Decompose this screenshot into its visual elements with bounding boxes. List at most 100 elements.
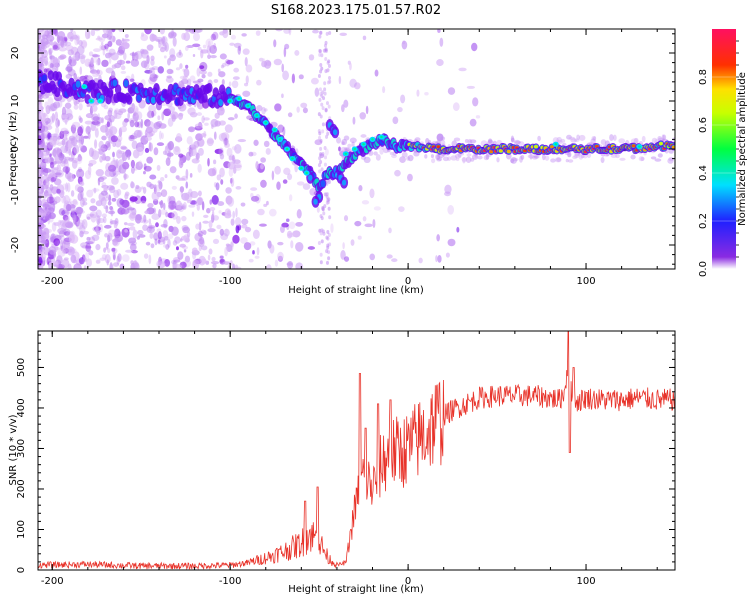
spectrogram-noise-blob (215, 182, 220, 191)
spectrogram-noise-blob (196, 112, 203, 116)
spectrogram-noise-blob (100, 45, 107, 51)
spectrogram-noise-blob (438, 156, 443, 162)
spectrogram-noise-blob (126, 207, 135, 211)
spectrogram-noise-blob (133, 129, 142, 138)
spectrogram-noise-blob (319, 62, 323, 67)
spectrogram-noise-blob (465, 156, 472, 164)
spectrogram-noise-blob (195, 223, 201, 230)
spectrogram-noise-blob (112, 240, 118, 246)
spectrogram-noise-blob (62, 166, 71, 173)
spectrogram-noise-blob (88, 159, 97, 165)
spectrogram-ridge-core (42, 74, 47, 82)
snr-series-line (38, 331, 675, 570)
spectrogram-noise-blob (108, 48, 116, 56)
spectrogram-noise-blob (38, 229, 43, 238)
spectrogram-noise-blob (76, 219, 85, 227)
spectrogram-noise-blob (178, 49, 182, 56)
spectrogram-noise-blob (228, 167, 234, 178)
spectrogram-noise-blob (281, 63, 285, 73)
spectrogram-noise-blob (171, 185, 177, 190)
spectrogram-noise-blob (70, 136, 78, 147)
spectrogram-noise-blob (319, 231, 323, 236)
spectrogram-noise-blob (518, 141, 525, 146)
spectrogram-noise-blob (80, 136, 85, 145)
spectrogram-noise-blob (57, 219, 62, 229)
spectrogram-noise-blob (73, 263, 82, 269)
spectrogram-noise-blob (38, 219, 43, 228)
spectrogram-noise-blob (105, 48, 109, 52)
spectrogram-noise-blob (154, 184, 162, 192)
spectrogram-noise-blob (41, 45, 47, 50)
spectrogram-noise-blob (157, 239, 161, 244)
spectrogram-noise-blob (180, 235, 189, 241)
spectrogram-noise-blob (76, 168, 85, 179)
spectrogram-noise-blob (157, 66, 164, 74)
snr-xtick-label: -100 (219, 576, 242, 587)
spectrogram-noise-blob (129, 243, 137, 252)
spectrogram-noise-blob (92, 54, 100, 58)
spectrogram-noise-blob (181, 215, 187, 222)
spectrogram-noise-blob (121, 152, 128, 162)
spectrogram-noise-blob (127, 112, 130, 120)
spectrogram-noise-blob (143, 165, 152, 172)
spectrogram-noise-blob (188, 204, 196, 208)
snr-panel: -200 -100 0 100 0 100 200 300 400 500 Height of s… (8, 330, 676, 595)
spectrogram-noise-blob (67, 49, 75, 56)
spectrogram-noise-blob (59, 219, 66, 224)
spectrogram-noise-blob (201, 201, 205, 211)
spectrogram-noise-blob (447, 156, 452, 162)
spectrogram-xlabel: Height of straight line (km) (288, 285, 424, 296)
spectrogram-noise-blob (527, 154, 535, 159)
spectrogram-noise-blob (150, 55, 155, 61)
spectrogram-highlight-center (554, 143, 558, 146)
spectrogram-noise-blob (130, 181, 135, 189)
spectrogram-noise-blob (148, 104, 157, 113)
spectrogram-noise-blob (102, 151, 106, 161)
spectrogram-noise-blob (219, 53, 227, 60)
spectrogram-noise-blob (179, 243, 186, 248)
spectrogram-noise-blob (240, 202, 246, 207)
spectrogram-noise-blob (194, 123, 203, 129)
spectrogram-noise-blob (212, 263, 217, 269)
spectrogram-noise-blob (447, 205, 455, 215)
spectrogram-noise-blob (151, 191, 160, 201)
spectrogram-noise-blob (113, 223, 118, 229)
spectrogram-noise-blob (41, 132, 45, 143)
spectrogram-noise-blob (167, 117, 174, 127)
spectrogram-noise-blob (61, 247, 68, 254)
spectrogram-noise-blob (657, 136, 662, 141)
spectrogram-noise-blob (110, 135, 118, 143)
spectrogram-noise-blob (600, 156, 605, 164)
spectrogram-noise-blob (317, 163, 321, 168)
spectrogram-noise-blob (369, 188, 375, 199)
spectrogram-xtick-label: 100 (576, 276, 595, 287)
spectrogram-noise-blob (77, 99, 85, 103)
spectrogram-ridge-halo (54, 87, 61, 98)
spectrogram-noise-blob (291, 73, 296, 84)
spectrogram-noise-blob (209, 199, 213, 205)
spectrogram-ridge-core (136, 94, 142, 102)
spectrogram-noise-blob (38, 104, 42, 112)
spectrogram-noise-blob (48, 49, 52, 56)
spectrogram-noise-blob (43, 68, 48, 73)
spectrogram-noise-blob (92, 116, 100, 121)
spectrogram-noise-blob (162, 36, 166, 47)
spectrogram-ridge-core (218, 99, 223, 107)
spectrogram-noise-blob (205, 38, 214, 48)
spectrogram-noise-blob (537, 135, 541, 142)
spectrogram-noise-blob (163, 202, 166, 211)
spectrogram-noise-blob (373, 206, 381, 211)
spectrogram-noise-blob (110, 70, 116, 79)
spectrogram-noise-blob (62, 214, 69, 221)
spectrogram-noise-blob (114, 235, 123, 242)
spectrogram-noise-blob (327, 206, 331, 211)
spectrogram-noise-blob (343, 135, 350, 141)
spectrogram-feature-core (341, 179, 347, 186)
spectrogram-noise-blob (127, 155, 131, 160)
spectrogram-noise-blob (44, 60, 49, 66)
spectrogram-noise-blob (102, 48, 106, 56)
spectrogram-noise-blob (196, 203, 200, 211)
spectrogram-noise-blob (276, 181, 281, 191)
spectrogram-noise-blob (65, 221, 74, 229)
